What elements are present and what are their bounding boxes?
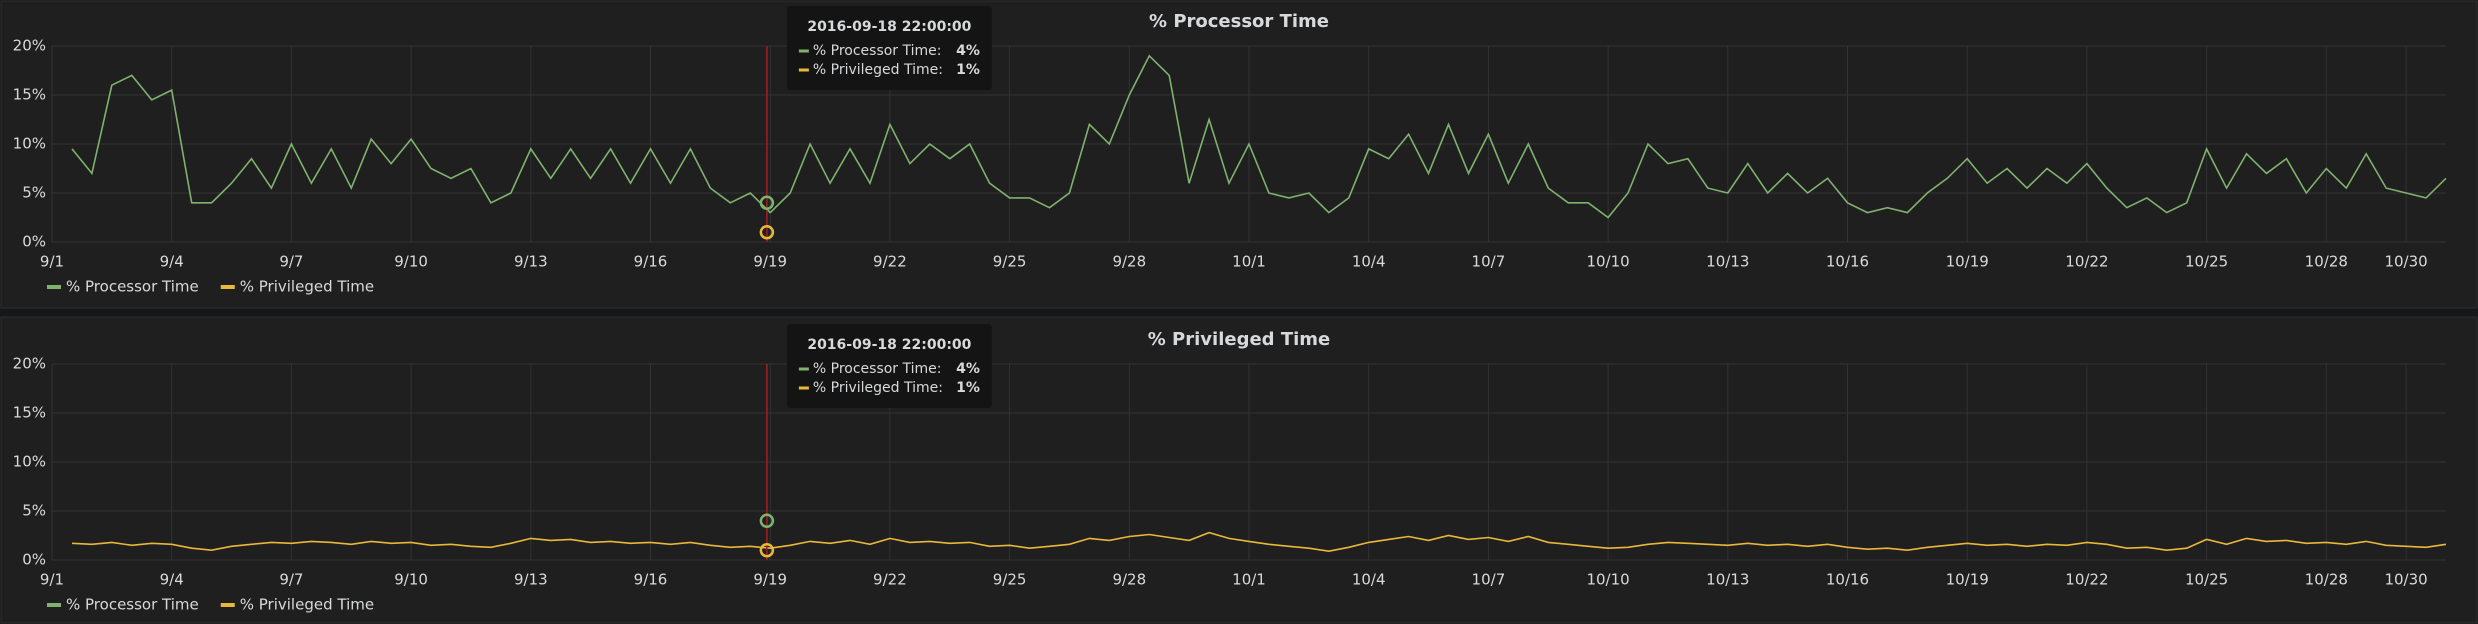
x-tick-label: 9/19 [753, 571, 787, 589]
x-tick-label: 10/28 [2305, 571, 2348, 589]
tooltip-time: 2016-09-18 22:00:00 [807, 337, 971, 353]
x-tick-label: 10/13 [1706, 253, 1749, 271]
tooltip-name: % Processor Time: [813, 361, 942, 377]
x-tick-label: 9/10 [394, 571, 428, 589]
x-tick-label: 10/30 [2384, 571, 2427, 589]
x-tick-label: 9/16 [634, 253, 668, 271]
x-tick-label: 9/1 [40, 253, 64, 271]
x-tick-label: 10/25 [2185, 253, 2228, 271]
x-tick-label: 9/19 [753, 253, 787, 271]
tooltip [786, 324, 992, 408]
tooltip-name: % Privileged Time: [813, 380, 943, 396]
x-tick-label: 10/28 [2305, 253, 2348, 271]
hover-point [759, 195, 775, 211]
x-tick-label: 10/4 [1352, 571, 1386, 589]
x-tick-label: 10/19 [1946, 253, 1989, 271]
x-tick-label: 10/1 [1232, 571, 1266, 589]
hover-point [759, 542, 775, 558]
y-tick-label: 15% [13, 86, 46, 104]
tooltip-value: 1% [956, 62, 980, 78]
panel [0, 0, 2478, 309]
x-tick-label: 10/16 [1826, 571, 1869, 589]
tooltip-time: 2016-09-18 22:00:00 [807, 19, 971, 35]
x-tick-label: 10/22 [2065, 253, 2108, 271]
tooltip-name: % Processor Time: [813, 43, 942, 59]
chart-title: % Privileged Time [1148, 329, 1330, 350]
legend-label: % Privileged Time [240, 278, 374, 296]
series-line [71, 54, 2447, 219]
y-tick-label: 15% [13, 404, 46, 422]
tooltip [786, 6, 992, 90]
tooltip-value: 1% [956, 380, 980, 396]
y-tick-label: 20% [13, 355, 46, 373]
x-tick-label: 9/7 [279, 571, 303, 589]
x-tick-label: 9/7 [279, 253, 303, 271]
x-tick-label: 10/30 [2384, 253, 2427, 271]
x-tick-label: 9/28 [1112, 253, 1146, 271]
tooltip-value: 4% [956, 361, 980, 377]
x-tick-label: 9/10 [394, 253, 428, 271]
x-tick-label: 10/16 [1826, 253, 1869, 271]
legend-label: % Privileged Time [240, 596, 374, 614]
x-tick-label: 10/13 [1706, 571, 1749, 589]
x-tick-label: 10/7 [1472, 253, 1506, 271]
panel [0, 316, 2478, 624]
x-tick-label: 9/25 [993, 571, 1027, 589]
x-tick-label: 9/22 [873, 253, 907, 271]
y-tick-label: 20% [13, 37, 46, 55]
tooltip-value: 4% [956, 43, 980, 59]
y-tick-label: 10% [13, 453, 46, 471]
y-tick-label: 5% [22, 502, 46, 520]
x-tick-label: 9/22 [873, 571, 907, 589]
x-tick-label: 9/1 [40, 571, 64, 589]
x-tick-label: 9/4 [160, 253, 184, 271]
series-line [71, 531, 2447, 553]
x-tick-label: 10/10 [1586, 571, 1629, 589]
x-tick-label: 10/10 [1586, 253, 1629, 271]
x-tick-label: 10/22 [2065, 571, 2108, 589]
hover-point [759, 513, 775, 529]
x-tick-label: 10/4 [1352, 253, 1386, 271]
tooltip-name: % Privileged Time: [813, 62, 943, 78]
x-tick-label: 9/13 [514, 253, 548, 271]
x-tick-label: 10/25 [2185, 571, 2228, 589]
x-tick-label: 9/4 [160, 571, 184, 589]
hover-point [759, 224, 775, 240]
x-tick-label: 10/7 [1472, 571, 1506, 589]
x-tick-label: 10/19 [1946, 571, 1989, 589]
x-tick-label: 10/1 [1232, 253, 1266, 271]
x-tick-label: 9/13 [514, 571, 548, 589]
y-tick-label: 0% [22, 551, 46, 569]
y-tick-label: 0% [22, 233, 46, 251]
legend-label: % Processor Time [66, 278, 199, 296]
y-tick-label: 5% [22, 184, 46, 202]
legend-label: % Processor Time [66, 596, 199, 614]
x-tick-label: 9/25 [993, 253, 1027, 271]
y-tick-label: 10% [13, 135, 46, 153]
x-tick-label: 9/16 [634, 571, 668, 589]
chart-title: % Processor Time [1149, 11, 1329, 32]
x-tick-label: 9/28 [1112, 571, 1146, 589]
